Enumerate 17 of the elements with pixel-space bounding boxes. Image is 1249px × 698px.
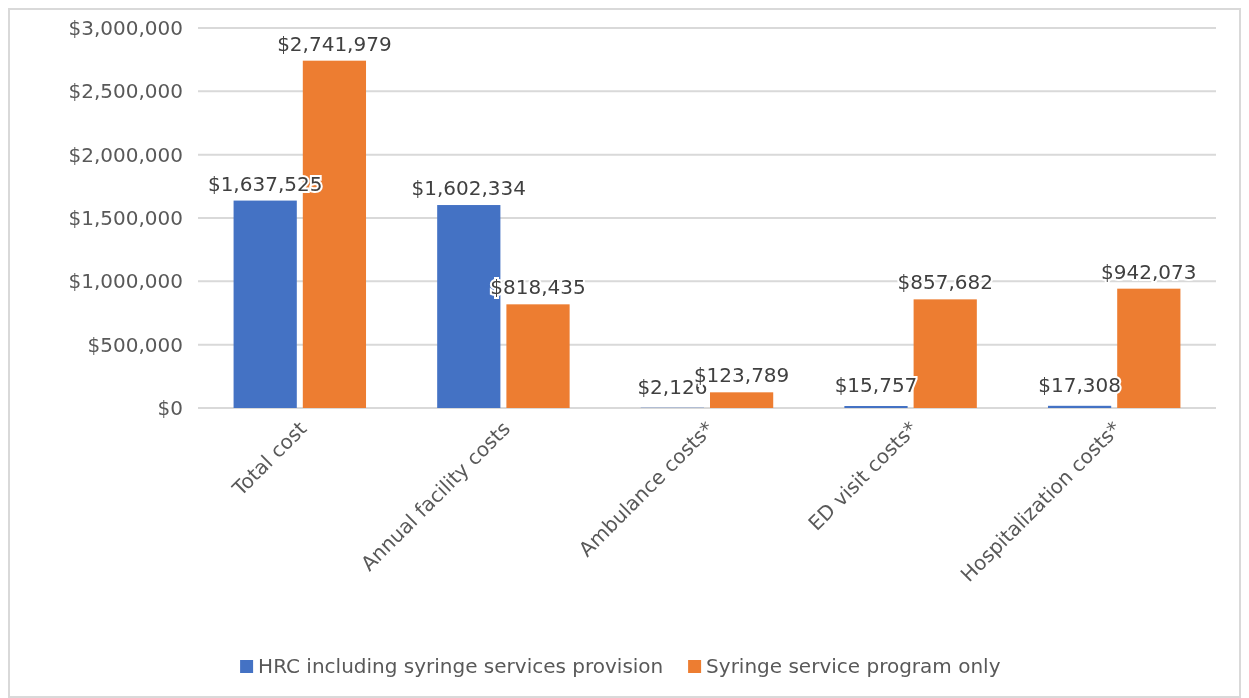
y-tick-label: $0: [157, 396, 183, 420]
data-label: $942,073: [1101, 259, 1197, 284]
y-tick-label: $3,000,000: [68, 16, 183, 40]
data-label: $1,602,334: [411, 176, 527, 201]
data-label: $2,741,979: [277, 31, 392, 56]
legend-label: Syringe service program only: [706, 654, 1001, 678]
y-tick-label: $2,000,000: [68, 142, 183, 167]
bar: [506, 304, 570, 408]
y-tick-label: $2,500,000: [68, 79, 183, 104]
bar: [1047, 405, 1112, 408]
bar: [233, 200, 297, 408]
data-label: $857,682: [897, 270, 993, 295]
y-tick-label: $1,000,000: [68, 269, 183, 294]
y-tick-label: $1,500,000: [68, 206, 183, 230]
legend-label: HRC including syringe services provision: [258, 654, 664, 678]
y-tick-label: $500,000: [87, 332, 183, 357]
bar: [710, 392, 774, 408]
